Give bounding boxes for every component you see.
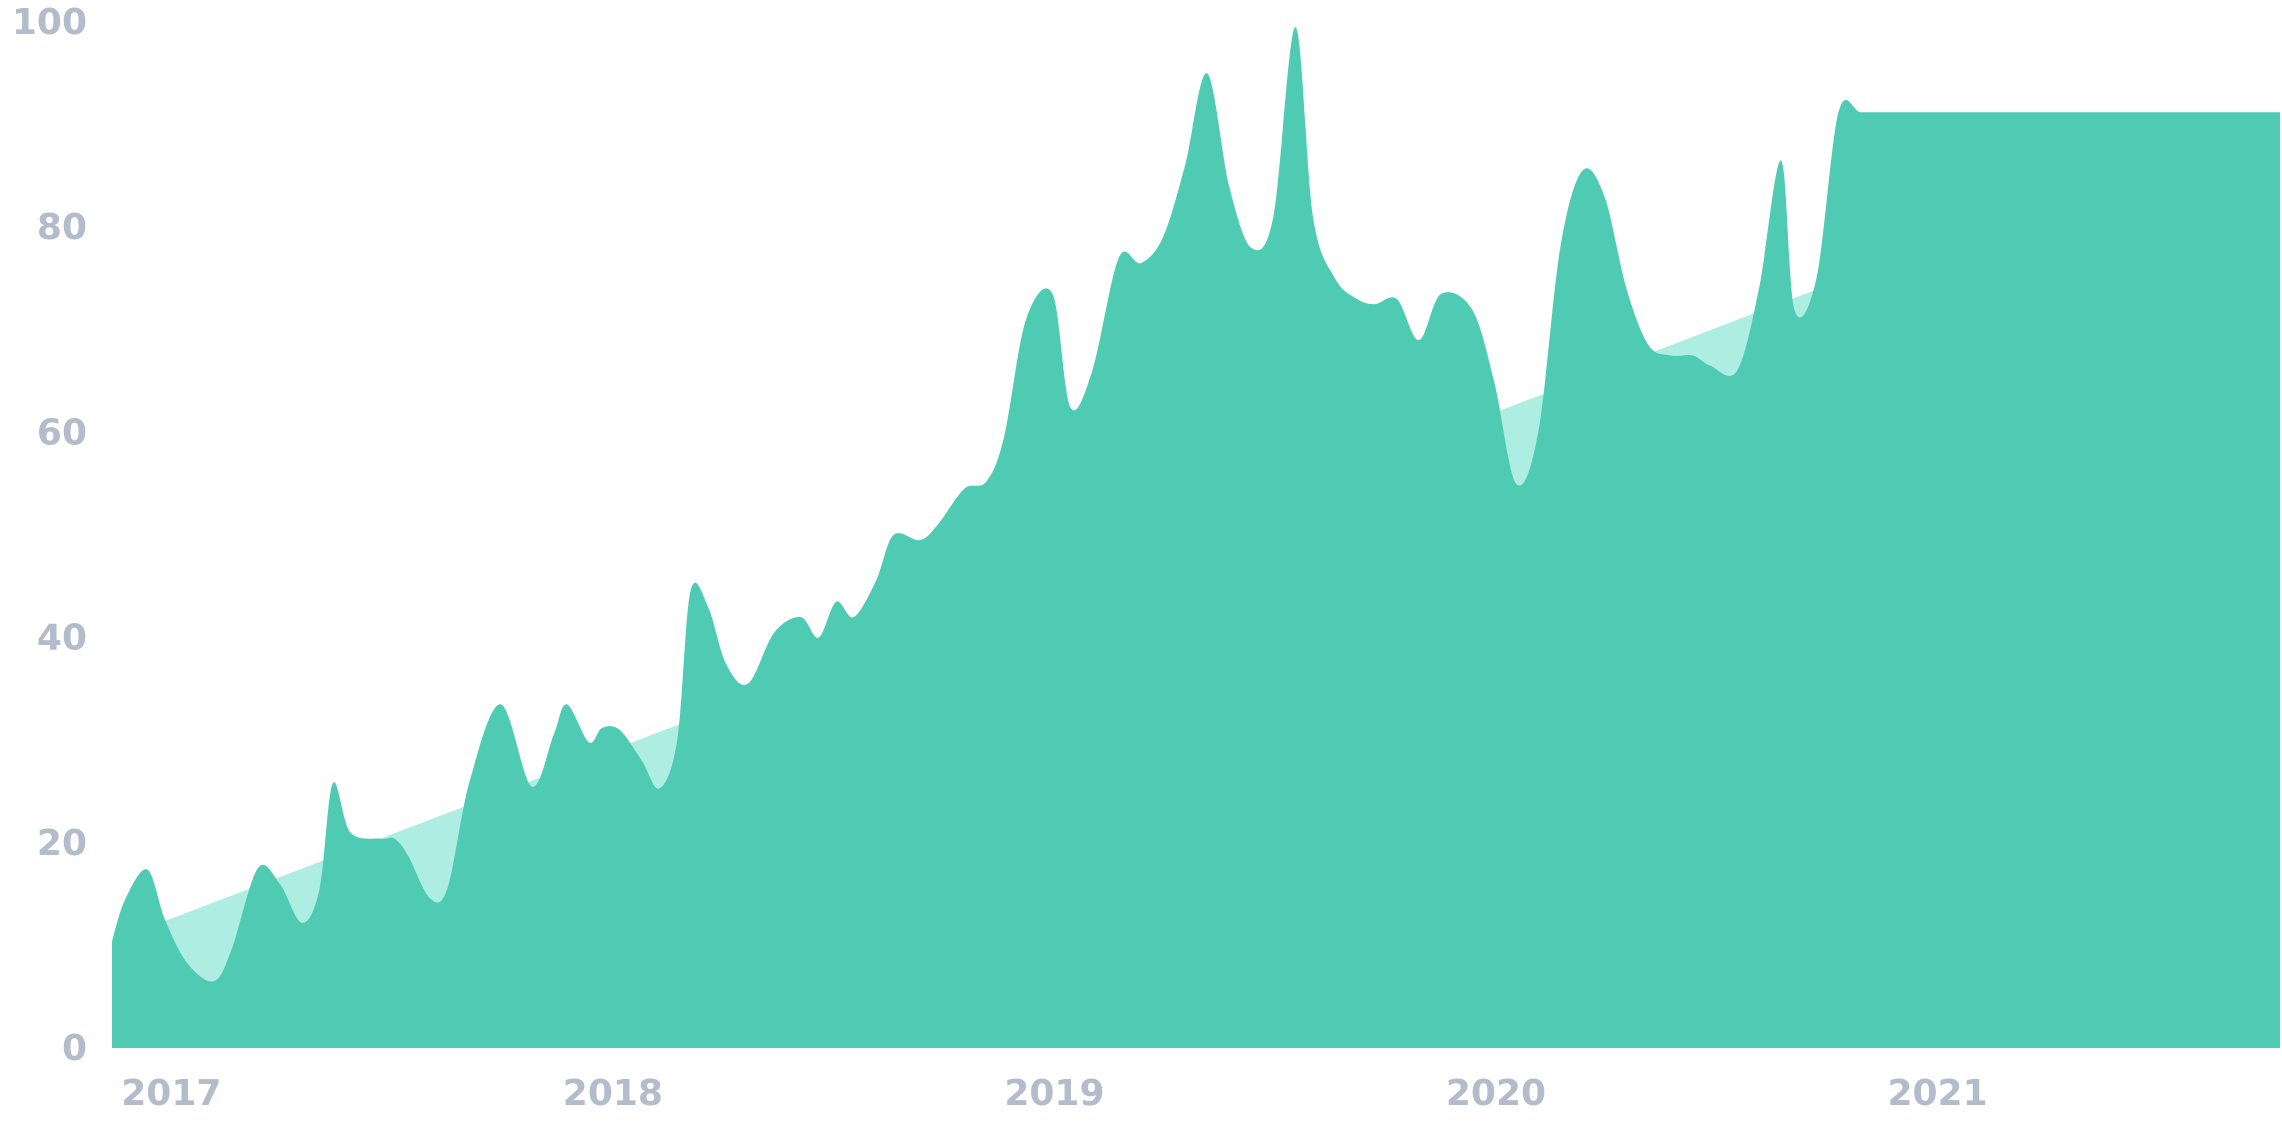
y-tick-label: 20 [37,823,87,864]
y-tick-label: 60 [37,412,87,453]
y-tick-label: 100 [12,2,87,43]
y-tick-label: 0 [62,1028,87,1069]
x-tick-label: 2017 [121,1073,221,1114]
series-area [112,27,2280,1048]
y-tick-label: 40 [37,618,87,659]
x-tick-label: 2021 [1887,1073,1987,1114]
x-tick-label: 2020 [1446,1073,1546,1114]
y-tick-label: 80 [37,207,87,248]
x-tick-label: 2018 [563,1073,663,1114]
x-tick-label: 2019 [1004,1073,1104,1114]
